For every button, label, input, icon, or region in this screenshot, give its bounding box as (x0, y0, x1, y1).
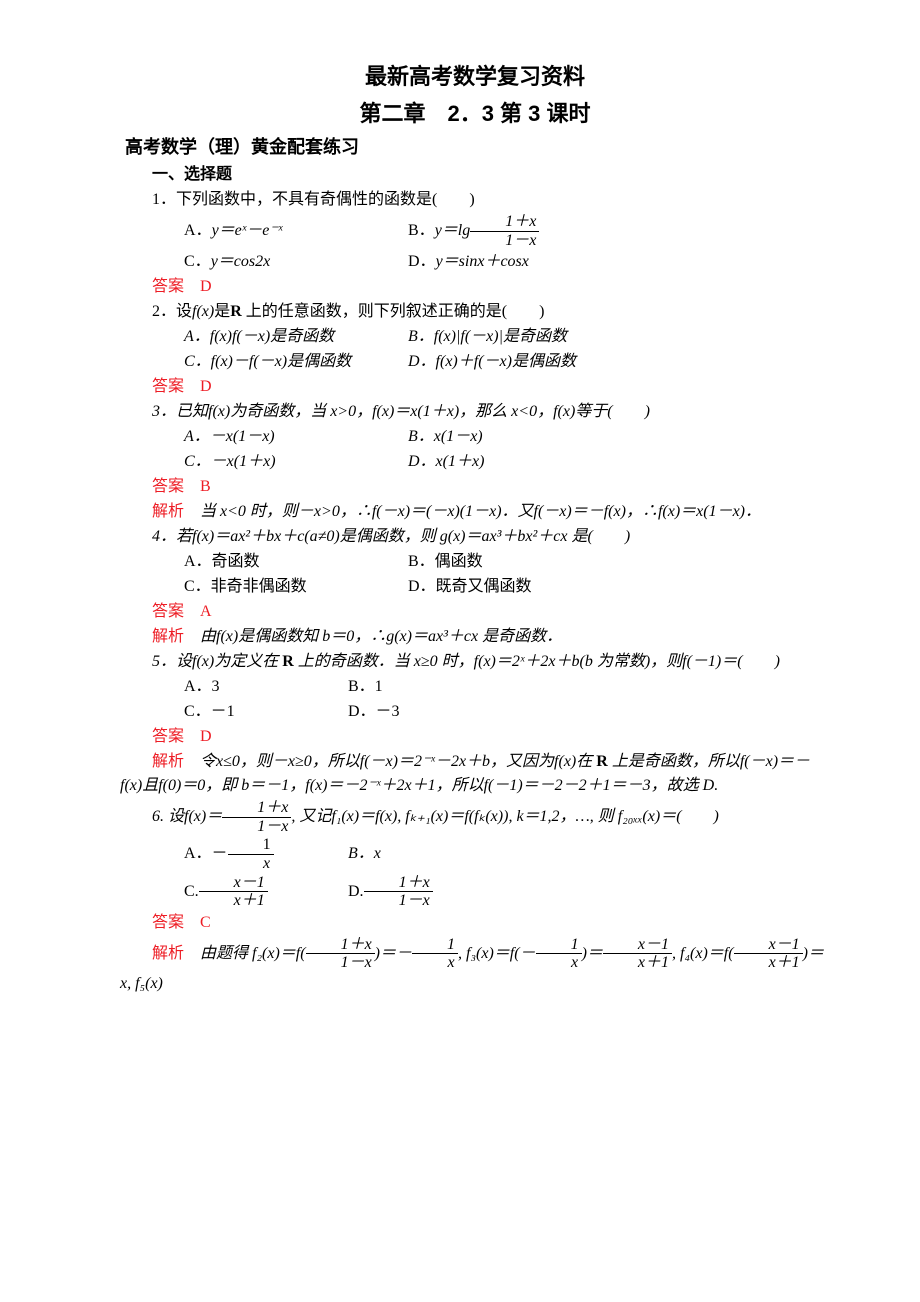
q3-opt-c: C．－x(1＋x) (152, 450, 372, 474)
q4-opt-a: A．奇函数 (152, 550, 372, 574)
q6-opt-a: A．－1x (152, 836, 312, 872)
q4-opt-c: C．非奇非偶函数 (152, 575, 372, 599)
q6-row1: A．－1x B．x (120, 836, 830, 872)
q3-explain: 解析 当 x<0 时，则－x>0，∴f(－x)＝(－x)(1－x)．又f(－x)… (120, 500, 830, 524)
q6-opt-b: B．x (316, 842, 381, 866)
q4-row2: C．非奇非偶函数 D．既奇又偶函数 (120, 575, 830, 599)
q3-opt-d: D．x(1＋x) (376, 450, 484, 474)
q2-opt-b: B．f(x)|f(－x)|是奇函数 (376, 325, 567, 349)
q4-explain: 解析 由f(x)是偶函数知 b＝0，∴g(x)＝ax³＋cx 是奇函数． (120, 625, 830, 649)
q5-stem: 5．设f(x)为定义在 R 上的奇函数．当 x≥0 时，f(x)＝2ˣ＋2x＋b… (120, 650, 830, 674)
q3-stem: 3．已知f(x)为奇函数，当 x>0，f(x)＝x(1＋x)，那么 x<0，f(… (120, 400, 830, 424)
q5-answer: 答案 D (120, 725, 830, 749)
q6-answer: 答案 C (120, 911, 830, 935)
q5-opt-d: D．－3 (316, 700, 400, 724)
q4-row1: A．奇函数 B．偶函数 (120, 550, 830, 574)
q2-row1: A．f(x)f(－x)是奇函数 B．f(x)|f(－x)|是奇函数 (120, 325, 830, 349)
q5-row2: C．－1 D．－3 (120, 700, 830, 724)
q2-opt-a: A．f(x)f(－x)是奇函数 (152, 325, 372, 349)
q3-opt-a: A．－x(1－x) (152, 425, 372, 449)
q1-row1: A．y＝eˣ－e⁻ˣ B．y＝lg1＋x1－x (120, 213, 830, 249)
q1-row2: C．y＝cos2x D．y＝sinx＋cosx (120, 250, 830, 274)
q1-answer: 答案 D (120, 275, 830, 299)
q5-opt-c: C．－1 (152, 700, 312, 724)
q5-explain: 解析 令x≤0，则－x≥0，所以f(－x)＝2⁻ˣ－2x＋b，又因为f(x)在 … (120, 750, 830, 798)
part-heading: 一、选择题 (120, 163, 830, 187)
q1-stem: 1．下列函数中，不具有奇偶性的函数是( ) (120, 188, 830, 212)
section-text: 高考数学（理）黄金配套练习 (125, 137, 359, 157)
q3-row1: A．－x(1－x) B．x(1－x) (120, 425, 830, 449)
q1-opt-b: B．y＝lg1＋x1－x (376, 213, 539, 249)
q4-opt-b: B．偶函数 (376, 550, 483, 574)
q5-opt-b: B．1 (316, 675, 383, 699)
q4-stem: 4．若f(x)＝ax²＋bx＋c(a≠0)是偶函数，则 g(x)＝ax³＋bx²… (120, 525, 830, 549)
q2-answer: 答案 D (120, 375, 830, 399)
main-title: 最新高考数学复习资料 (120, 60, 830, 93)
q6-opt-d: D.1＋x1－x (316, 874, 433, 910)
q3-row2: C．－x(1＋x) D．x(1＋x) (120, 450, 830, 474)
q3-answer: 答案 B (120, 475, 830, 499)
q2-row2: C．f(x)－f(－x)是偶函数 D．f(x)＋f(－x)是偶函数 (120, 350, 830, 374)
q2-opt-c: C．f(x)－f(－x)是偶函数 (152, 350, 372, 374)
q6-row2: C.x－1x＋1 D.1＋x1－x (120, 874, 830, 910)
q4-opt-d: D．既奇又偶函数 (376, 575, 532, 599)
q6-opt-c: C.x－1x＋1 (152, 874, 312, 910)
q1-opt-a: A．y＝eˣ－e⁻ˣ (152, 219, 372, 243)
q3-opt-b: B．x(1－x) (376, 425, 483, 449)
q5-opt-a: A．3 (152, 675, 312, 699)
q2-opt-d: D．f(x)＋f(－x)是偶函数 (376, 350, 576, 374)
q1-opt-c: C．y＝cos2x (152, 250, 372, 274)
q6-stem: 6. 设f(x)＝1＋x1－x, 又记f₁(x)＝f(x), fₖ₊₁(x)＝f… (120, 799, 830, 835)
q6-explain: 解析 由题得 f₂(x)＝f(1＋x1－x)＝－1x, f₃(x)＝f(－1x)… (120, 936, 830, 996)
section-title: 高考数学（理）黄金配套练习 (120, 134, 830, 161)
q1-opt-d: D．y＝sinx＋cosx (376, 250, 529, 274)
q5-row1: A．3 B．1 (120, 675, 830, 699)
q4-answer: 答案 A (120, 600, 830, 624)
subtitle: 第二章 2．3 第 3 课时 (120, 97, 830, 130)
q2-stem: 2．设f(x)是R 上的任意函数，则下列叙述正确的是( ) (120, 300, 830, 324)
